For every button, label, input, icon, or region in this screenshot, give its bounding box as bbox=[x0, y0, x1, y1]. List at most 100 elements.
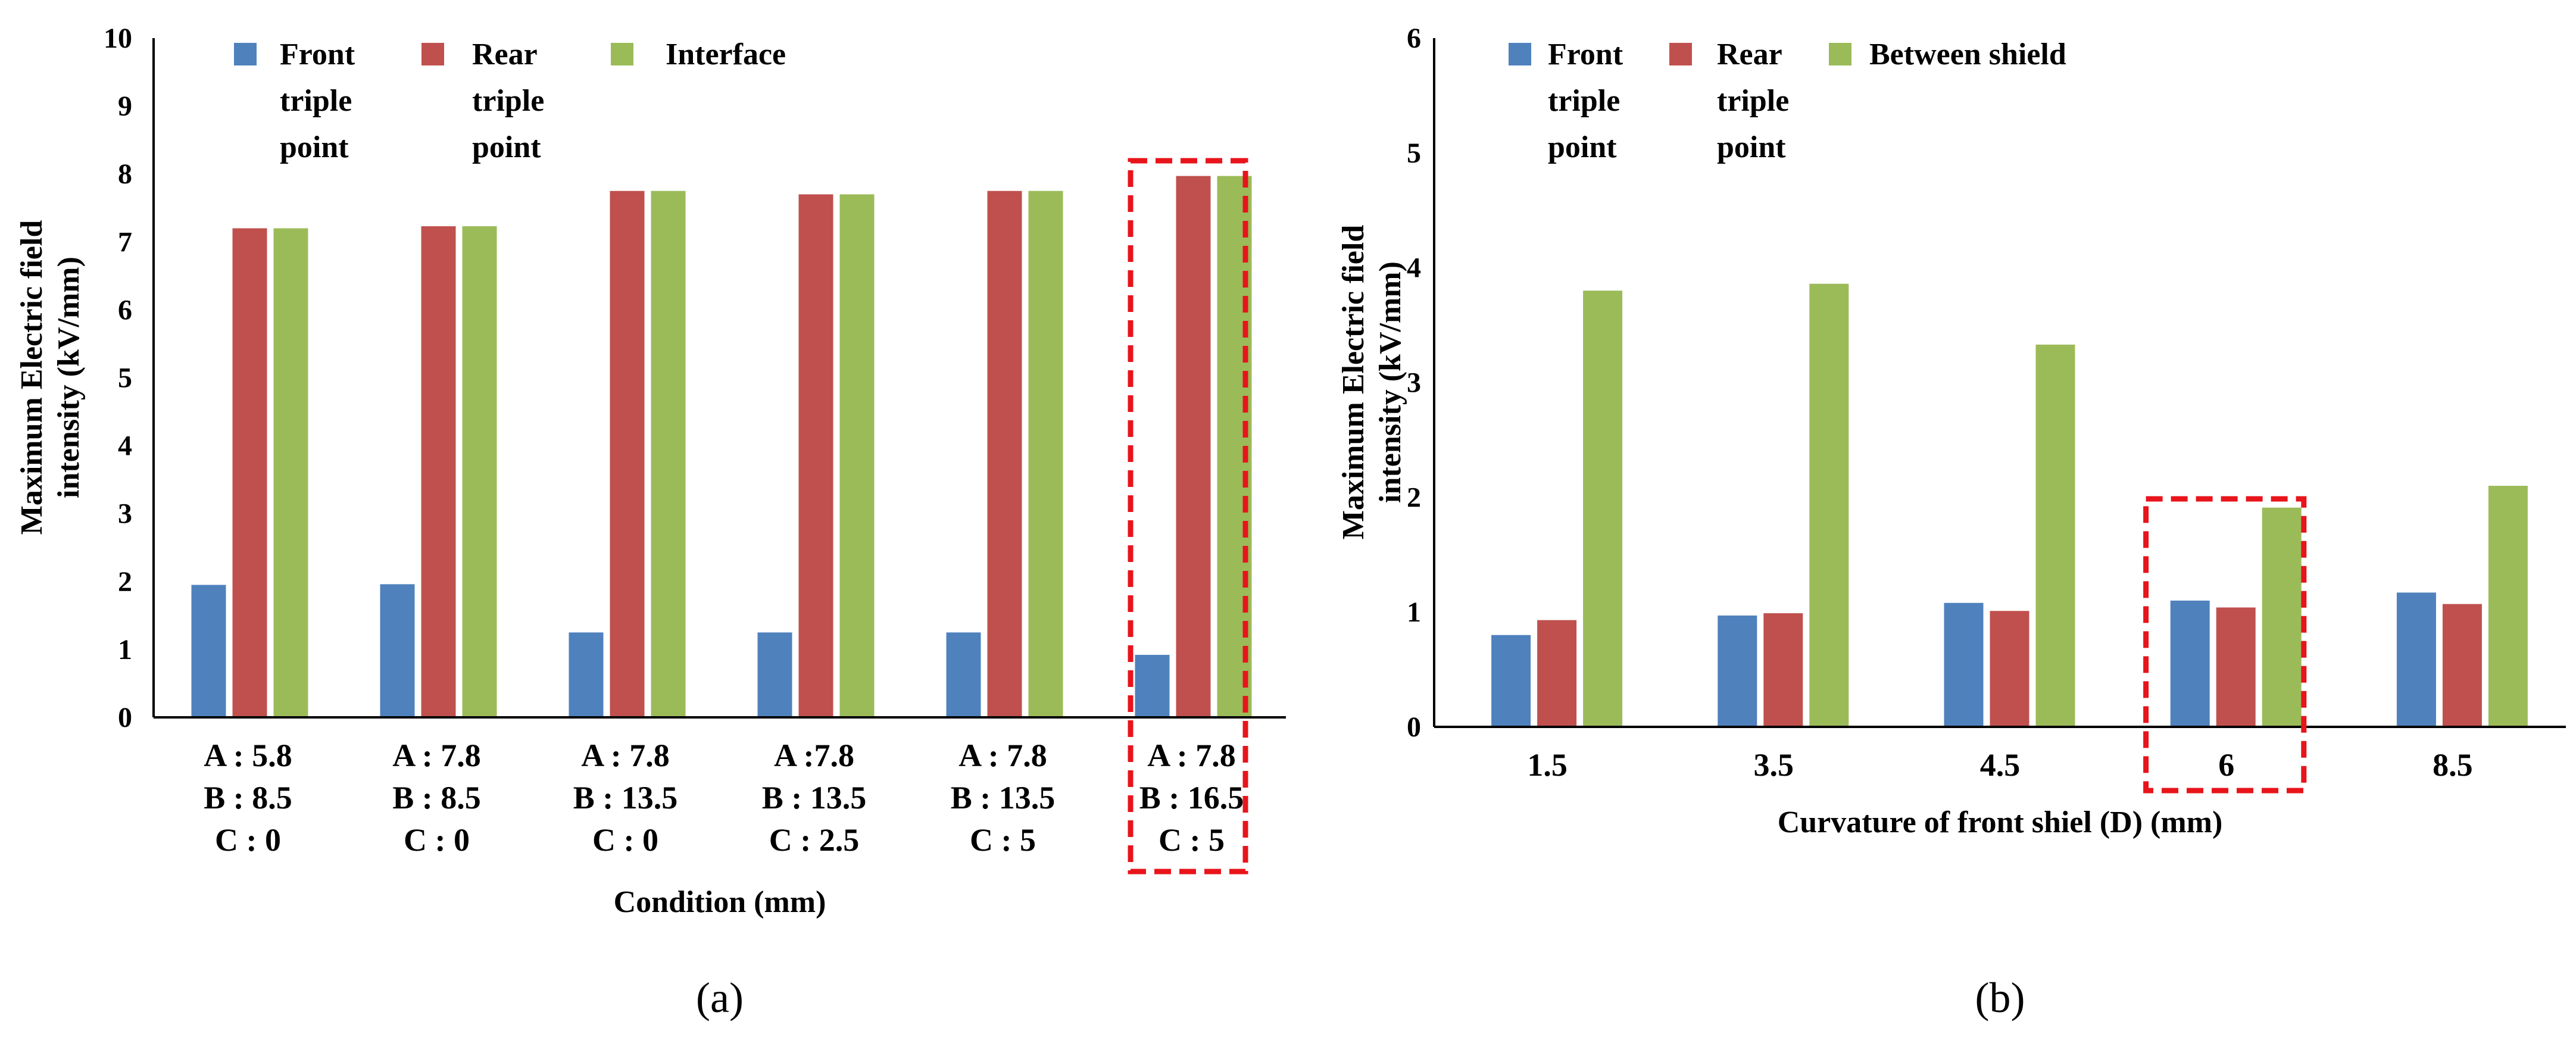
legend-swatch bbox=[1669, 43, 1692, 65]
y-tick-label: 2 bbox=[1407, 482, 1421, 513]
bar-1-s0-c3 bbox=[2170, 600, 2210, 727]
legend-label: Between shield bbox=[1869, 38, 2066, 71]
highlight-box bbox=[1128, 158, 1248, 875]
x-tick-label: A : 7.8 bbox=[581, 738, 670, 773]
panel-label: (a) bbox=[696, 974, 744, 1022]
bar-0-s2-c3 bbox=[839, 194, 875, 717]
x-tick-label: C : 0 bbox=[215, 822, 281, 858]
legend-label: point bbox=[1548, 130, 1617, 164]
y-axis-title: intensity (kV/mm) bbox=[1373, 261, 1407, 503]
legend-swatch bbox=[234, 43, 257, 65]
bar-0-s0-c1 bbox=[380, 584, 415, 717]
legend-swatch bbox=[1509, 43, 1531, 65]
bar-1-s2-c0 bbox=[1583, 291, 1623, 727]
x-tick-label: 1.5 bbox=[1527, 747, 1568, 783]
bar-0-s1-c3 bbox=[798, 194, 833, 717]
x-tick-label: A : 7.8 bbox=[1147, 738, 1236, 773]
y-tick-label: 10 bbox=[104, 23, 132, 54]
x-tick-label: B : 13.5 bbox=[762, 780, 867, 816]
y-axis-title: Maximum Electric field bbox=[1337, 225, 1370, 540]
bar-1-s1-c3 bbox=[2216, 607, 2256, 727]
bar-1-s2-c4 bbox=[2488, 486, 2528, 727]
bar-1-s0-c1 bbox=[1718, 615, 1757, 727]
bar-0-s0-c4 bbox=[946, 632, 981, 717]
y-tick-label: 5 bbox=[118, 363, 132, 394]
x-tick-label: C : 0 bbox=[404, 822, 470, 858]
x-tick-label: C : 5 bbox=[970, 822, 1036, 858]
bar-0-s1-c2 bbox=[610, 190, 645, 718]
highlight-box bbox=[2143, 496, 2307, 794]
x-tick-label: C : 0 bbox=[592, 822, 658, 858]
legend-swatch bbox=[611, 43, 633, 65]
legend-label: triple bbox=[1548, 84, 1620, 118]
x-tick-label: A :7.8 bbox=[774, 738, 854, 773]
x-tick-label: B : 13.5 bbox=[573, 780, 678, 816]
x-tick-label: A : 7.8 bbox=[958, 738, 1047, 773]
legend-label: Rear bbox=[472, 38, 538, 71]
legend-label: point bbox=[280, 130, 349, 164]
bar-1-s1-c4 bbox=[2442, 604, 2482, 727]
y-tick-label: 4 bbox=[118, 430, 132, 462]
bar-1-s2-c1 bbox=[1809, 283, 1849, 727]
legend-label: triple bbox=[472, 84, 544, 118]
legend-swatch bbox=[1829, 43, 1851, 65]
bar-0-s1-c4 bbox=[987, 190, 1022, 718]
x-tick-label: A : 5.8 bbox=[204, 738, 292, 773]
x-tick-label: C : 5 bbox=[1159, 822, 1225, 858]
y-tick-label: 5 bbox=[1407, 138, 1421, 169]
x-tick-label: 8.5 bbox=[2433, 747, 2473, 783]
x-tick-label: 3.5 bbox=[1754, 747, 1794, 783]
legend-label: triple bbox=[280, 84, 352, 118]
x-tick-label: B : 13.5 bbox=[951, 780, 1056, 816]
y-tick-label: 9 bbox=[118, 90, 132, 122]
x-tick-label: B : 16.5 bbox=[1139, 780, 1244, 816]
y-tick-label: 4 bbox=[1407, 252, 1421, 284]
y-tick-label: 0 bbox=[1407, 711, 1421, 743]
y-tick-label: 6 bbox=[118, 294, 132, 326]
panel-label: (b) bbox=[1975, 974, 2025, 1022]
bar-0-s0-c3 bbox=[757, 632, 792, 717]
bar-0-s1-c0 bbox=[232, 228, 267, 718]
x-tick-label: B : 8.5 bbox=[204, 780, 292, 816]
bar-1-s0-c4 bbox=[2396, 592, 2436, 727]
bar-0-s1-c5 bbox=[1176, 176, 1211, 717]
legend-label: Front bbox=[280, 38, 355, 71]
bar-1-s2-c3 bbox=[2262, 507, 2302, 727]
bar-1-s1-c2 bbox=[1990, 611, 2029, 727]
y-tick-label: 7 bbox=[118, 226, 132, 258]
bar-0-s2-c2 bbox=[651, 190, 686, 718]
x-tick-label: 4.5 bbox=[1980, 747, 2021, 783]
bar-1-s0-c2 bbox=[1944, 602, 1984, 727]
bar-0-s0-c5 bbox=[1135, 655, 1170, 717]
y-tick-label: 3 bbox=[118, 498, 132, 530]
y-tick-label: 8 bbox=[118, 158, 132, 190]
bar-1-s1-c1 bbox=[1763, 613, 1803, 727]
bar-1-s2-c2 bbox=[2035, 344, 2075, 727]
y-tick-label: 6 bbox=[1407, 23, 1421, 54]
x-tick-label: B : 8.5 bbox=[392, 780, 481, 816]
legend-label: Rear bbox=[1717, 38, 1782, 71]
legend-swatch bbox=[421, 43, 444, 65]
bar-0-s1-c1 bbox=[421, 226, 456, 717]
legend-label: triple bbox=[1717, 84, 1789, 118]
x-axis-title: Condition (mm) bbox=[614, 885, 826, 919]
legend-label: Interface bbox=[666, 38, 786, 71]
y-tick-label: 2 bbox=[118, 566, 132, 598]
y-tick-label: 3 bbox=[1407, 367, 1421, 399]
bar-1-s0-c0 bbox=[1491, 635, 1531, 727]
bar-0-s2-c1 bbox=[462, 226, 497, 717]
bar-0-s0-c2 bbox=[569, 632, 604, 717]
y-tick-label: 1 bbox=[1407, 596, 1421, 628]
bar-0-s2-c4 bbox=[1028, 190, 1063, 718]
x-tick-label: C : 2.5 bbox=[769, 822, 859, 858]
y-axis-title: Maximum Electric field bbox=[15, 220, 49, 535]
y-tick-label: 0 bbox=[118, 702, 132, 733]
legend-label: point bbox=[472, 130, 541, 164]
bar-0-s0-c0 bbox=[191, 585, 226, 717]
y-tick-label: 1 bbox=[118, 634, 132, 666]
bar-1-s1-c0 bbox=[1537, 620, 1577, 727]
x-tick-label: 6 bbox=[2218, 747, 2234, 783]
x-tick-label: A : 7.8 bbox=[392, 738, 481, 773]
